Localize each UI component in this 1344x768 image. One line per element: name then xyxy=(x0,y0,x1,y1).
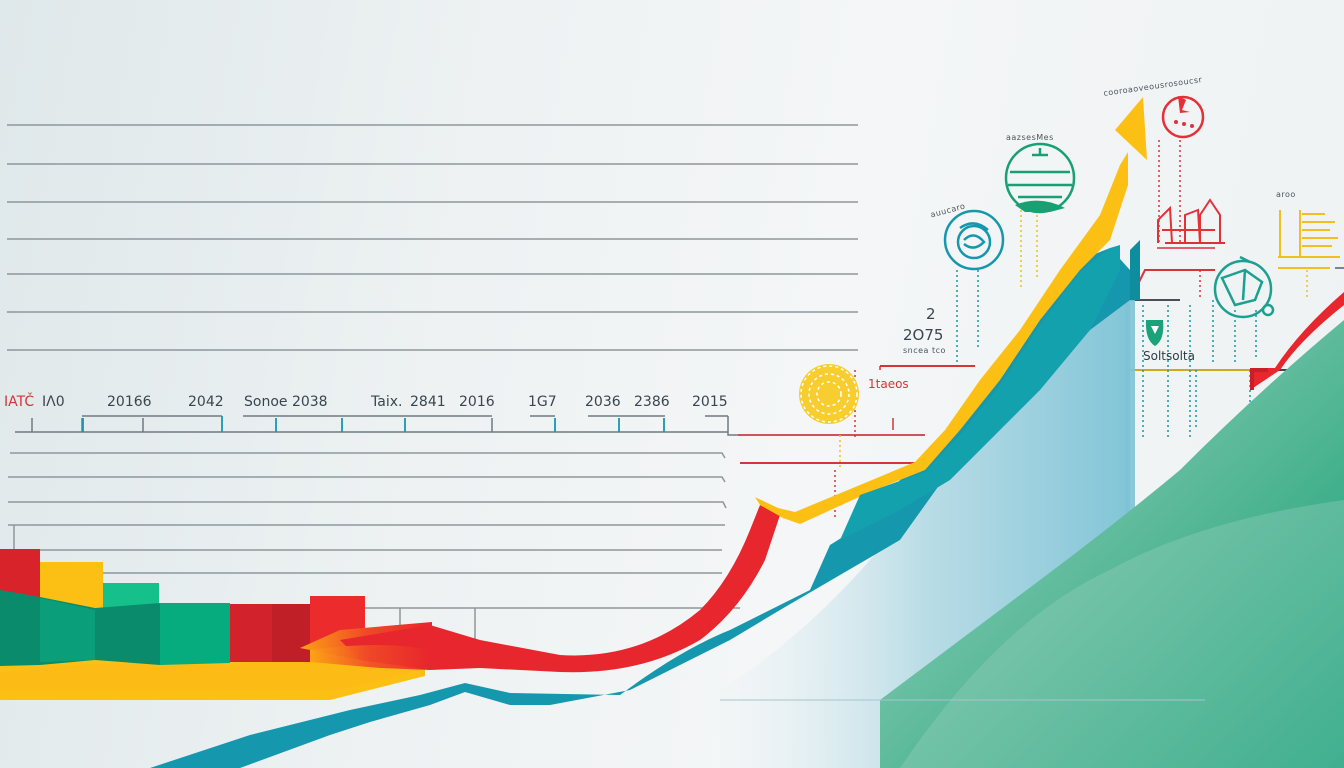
axis-label-2: 20166 xyxy=(107,394,152,410)
axis-label-0: IATČ xyxy=(4,394,35,410)
axis-label-11: 2015 xyxy=(692,394,728,410)
yellow-band xyxy=(755,152,1128,524)
red-buildings-icon xyxy=(1157,198,1221,244)
axis-label-6: 2841 xyxy=(410,394,446,410)
upper-gridlines xyxy=(7,124,858,351)
annotation-year-caption: sncea tco xyxy=(903,346,946,355)
x-axis-teal-ticks xyxy=(82,416,665,432)
yellow-bars-icon xyxy=(1278,210,1340,258)
yellow-arrow-head xyxy=(1115,97,1147,160)
x-axis xyxy=(15,415,925,436)
red-figure-icon xyxy=(1161,95,1205,139)
lower-gridlines xyxy=(8,452,740,640)
red-edge xyxy=(1250,292,1344,390)
axis-label-1: IΛ0 xyxy=(42,394,65,410)
axis-label-5: Taix. xyxy=(371,394,403,410)
icon-caption-green: aazsesMes xyxy=(1006,133,1054,142)
annotation-year-big: 2 xyxy=(926,305,936,323)
axis-label-9: 2036 xyxy=(585,394,621,410)
annotation-red-caption: 1taeos xyxy=(868,377,909,391)
axis-label-7: 2016 xyxy=(459,394,495,410)
green-shield-icon xyxy=(1145,320,1164,346)
axis-label-8: 1G7 xyxy=(528,394,557,410)
annotation-bracket xyxy=(879,366,894,430)
teal-globe-icon xyxy=(1213,255,1275,319)
yellow-dotted-globe-icon xyxy=(799,364,859,424)
annotation-year-value: 2O75 xyxy=(903,326,944,344)
teal-light-column xyxy=(1125,300,1135,530)
green-area xyxy=(880,320,1344,768)
icon-caption-yellow: aroo xyxy=(1276,190,1296,199)
axis-label-10: 2386 xyxy=(634,394,670,410)
brand-text: Soltsolta xyxy=(1143,349,1195,363)
axis-label-3: 2042 xyxy=(188,394,224,410)
left-bars xyxy=(0,549,480,700)
teal-rose-icon xyxy=(943,209,1005,271)
axis-label-4: Sonoe 2038 xyxy=(244,394,328,410)
